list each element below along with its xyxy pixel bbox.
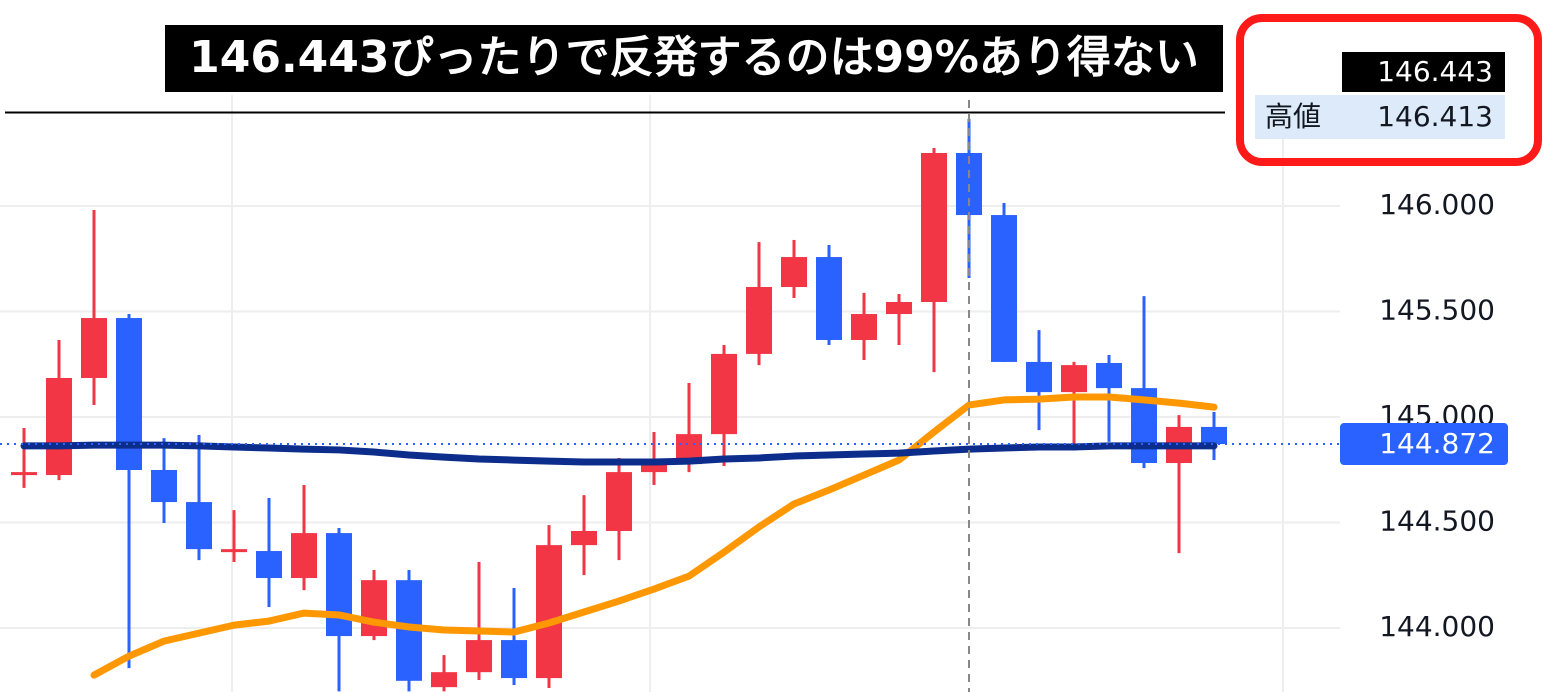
overlays: 144.872: [0, 111, 1508, 466]
candle-body: [151, 469, 177, 503]
current-price-label: 144.872: [1379, 427, 1495, 460]
high-label: 高値: [1265, 100, 1321, 133]
candle-body: [466, 640, 492, 673]
candle-body: [921, 153, 947, 302]
candle-body: [991, 215, 1017, 362]
candle-body: [886, 301, 912, 315]
high-value: 146.413: [1377, 100, 1493, 133]
candle-body: [1096, 362, 1122, 389]
candle-body: [711, 353, 737, 435]
ma-line: [90, 393, 1218, 679]
candle-body: [536, 545, 562, 679]
candle-body: [606, 472, 632, 531]
candle-body: [746, 287, 772, 354]
candle-body: [221, 549, 247, 553]
plot: [11, 118, 1227, 692]
candle-body: [291, 533, 317, 579]
chart-title: 146.443ぴったりで反発するのは99%あり得ない: [189, 32, 1199, 83]
candle-body: [326, 533, 352, 637]
candle-body: [501, 640, 527, 679]
candle-body: [46, 377, 72, 476]
hline-label: 146.443: [1377, 55, 1493, 88]
candle-body: [1201, 426, 1227, 445]
candle-body: [571, 530, 597, 546]
candle-body: [781, 257, 807, 288]
candle-body: [1026, 361, 1052, 393]
candle-body: [431, 672, 457, 688]
candle-body: [256, 551, 282, 579]
y-tick-label: 145.500: [1379, 293, 1495, 326]
current-price-box: [1340, 423, 1508, 466]
y-tick-label: 144.000: [1379, 610, 1495, 643]
candle-body: [361, 580, 387, 637]
high-row: [1255, 95, 1505, 139]
candle-body: [851, 314, 877, 340]
candle-body: [11, 472, 37, 476]
y-tick-label: 144.500: [1379, 505, 1495, 538]
hline-label-box: [1342, 52, 1505, 92]
candle-body: [816, 257, 842, 340]
y-tick-label: 146.000: [1379, 188, 1495, 221]
ma-line: [20, 441, 1218, 466]
candle-body: [186, 502, 212, 550]
candle-body: [1061, 365, 1087, 393]
candle-body: [81, 318, 107, 378]
candle-body: [641, 461, 667, 473]
title-banner: [165, 25, 1223, 92]
highlight-box: [1236, 14, 1542, 166]
